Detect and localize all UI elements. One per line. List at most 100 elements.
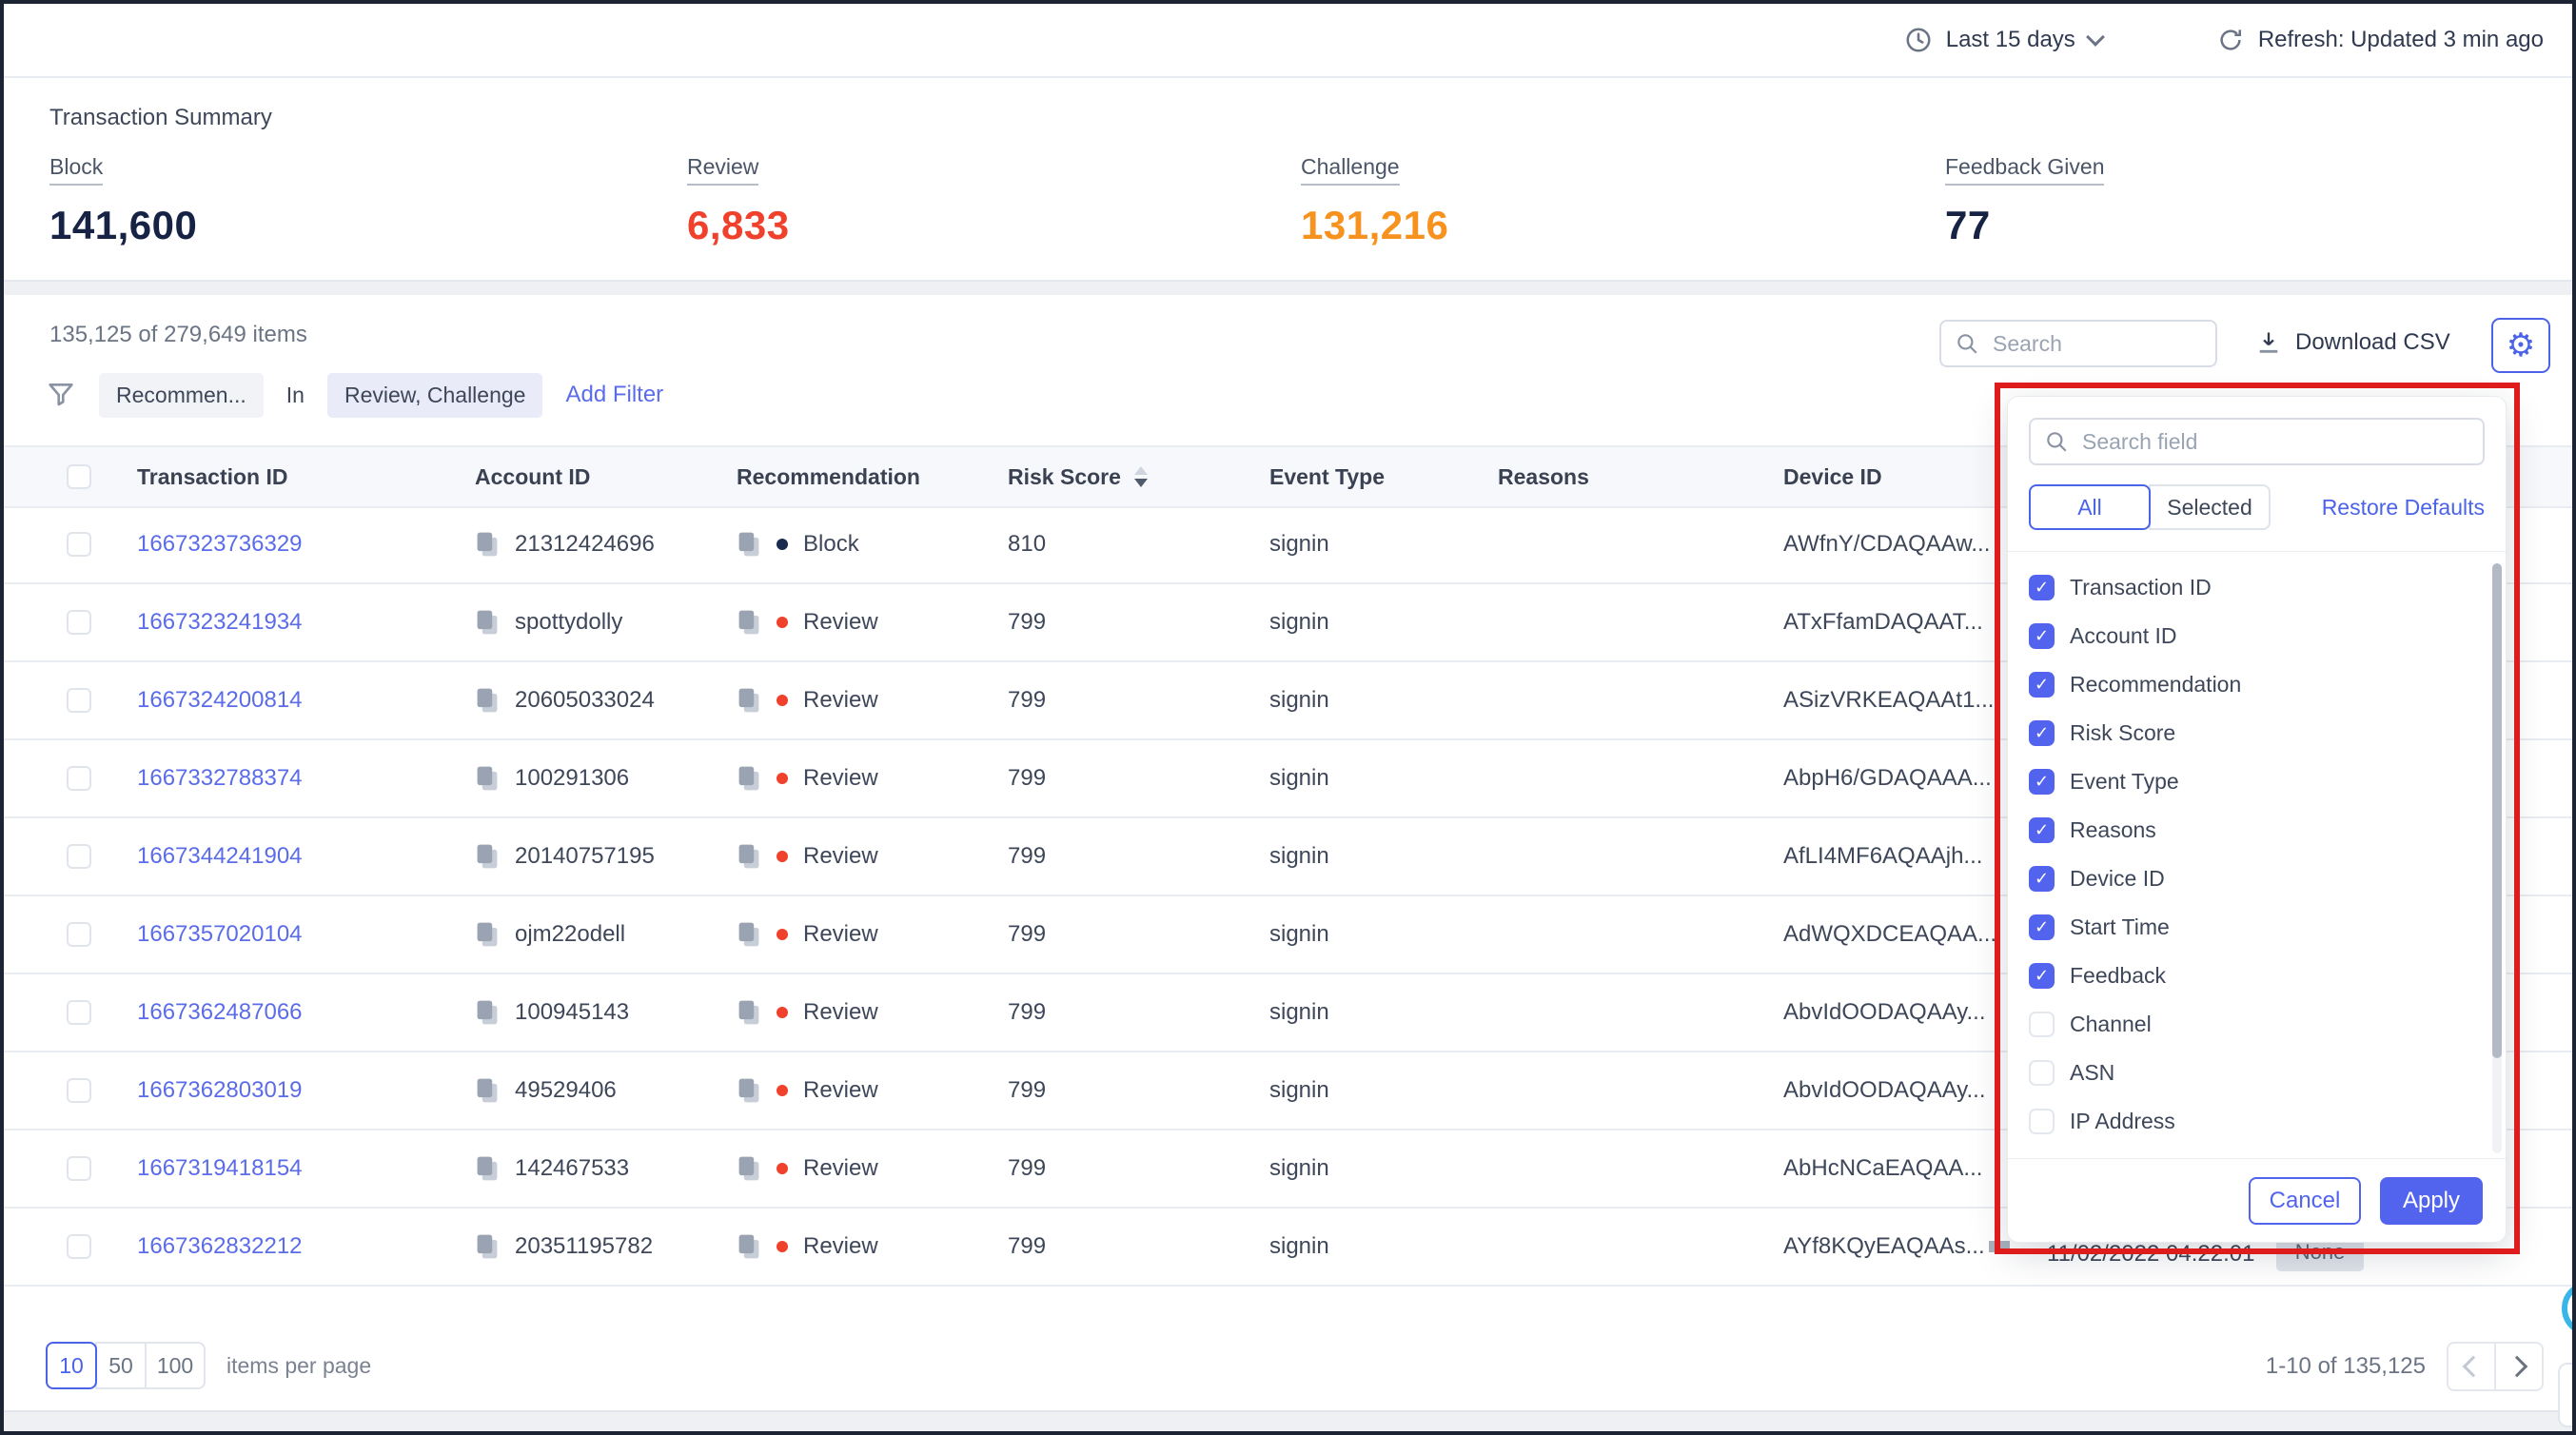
transaction-id-link[interactable]: 1667319418154 [137,1155,303,1181]
sort-asc-icon [1133,466,1148,475]
filter-values-chip[interactable]: Review, Challenge [326,372,543,418]
col-header-recommendation[interactable]: Recommendation [737,463,920,489]
row-checkbox[interactable] [67,532,91,557]
copy-icon[interactable] [737,842,761,871]
device-id: ASizVRKEAQAAt1... [1783,687,1995,713]
transaction-id-link[interactable]: 1667357020104 [137,921,303,947]
col-header-reasons[interactable]: Reasons [1498,463,1589,489]
search-input[interactable] [1991,329,2202,358]
field-checkbox[interactable] [2029,1060,2055,1086]
col-header-account-id[interactable]: Account ID [475,463,591,489]
copy-icon[interactable] [737,998,761,1027]
metric-label[interactable]: Block [49,154,104,186]
tab-all[interactable]: All [2029,484,2151,530]
field-option[interactable]: ✓ Transaction ID [2029,563,2506,612]
copy-icon[interactable] [475,608,500,637]
field-checkbox[interactable]: ✓ [2029,575,2055,600]
copy-icon[interactable] [475,998,500,1027]
transaction-id-link[interactable]: 1667324200814 [137,687,303,713]
copy-icon[interactable] [737,608,761,637]
col-header-event-type[interactable]: Event Type [1269,463,1385,489]
field-option[interactable]: ✓ Event Type [2029,757,2506,806]
field-option[interactable]: Channel [2029,1000,2506,1049]
time-range-dropdown[interactable]: Last 15 days [1904,26,2105,54]
copy-icon[interactable] [475,764,500,793]
copy-icon[interactable] [737,1154,761,1183]
field-option[interactable]: ✓ Device ID [2029,855,2506,903]
copy-icon[interactable] [475,1076,500,1105]
field-checkbox[interactable]: ✓ [2029,914,2055,940]
apply-button[interactable]: Apply [2380,1176,2483,1225]
add-filter-button[interactable]: Add Filter [565,382,664,407]
transaction-id-link[interactable]: 1667332788374 [137,765,303,791]
copy-icon[interactable] [475,686,500,715]
cancel-button[interactable]: Cancel [2249,1176,2361,1225]
column-settings-button[interactable]: ⚙ [2491,318,2550,373]
row-checkbox[interactable] [67,610,91,635]
copy-icon[interactable] [475,920,500,949]
copy-icon[interactable] [737,530,761,559]
transaction-id-link[interactable]: 1667362832212 [137,1233,303,1259]
copy-icon[interactable] [475,530,500,559]
copy-icon[interactable] [737,686,761,715]
copy-icon[interactable] [475,842,500,871]
corner-floating-box[interactable] [2558,1363,2572,1427]
transaction-id-link[interactable]: 1667362803019 [137,1077,303,1103]
refresh-button[interactable]: Refresh: Updated 3 min ago [2216,26,2544,54]
select-all-checkbox[interactable] [67,464,91,489]
field-option[interactable]: ✓ Recommendation [2029,660,2506,709]
sort-icons[interactable] [1133,466,1148,487]
col-header-risk-score[interactable]: Risk Score [1008,464,1269,490]
transaction-id-link[interactable]: 1667344241904 [137,843,303,869]
field-checkbox[interactable] [2029,1012,2055,1037]
transaction-id-link[interactable]: 1667362487066 [137,999,303,1025]
previous-page-button[interactable] [2447,1342,2496,1391]
field-option[interactable]: ✓ Reasons [2029,806,2506,855]
field-option[interactable]: IP Address [2029,1097,2506,1146]
field-checkbox[interactable]: ✓ [2029,672,2055,698]
field-checkbox[interactable]: ✓ [2029,817,2055,843]
field-checkbox[interactable]: ✓ [2029,769,2055,795]
tab-selected[interactable]: Selected [2149,484,2271,530]
copy-icon[interactable] [737,1076,761,1105]
next-page-button[interactable] [2494,1342,2544,1391]
row-checkbox[interactable] [67,1000,91,1025]
transaction-id-link[interactable]: 1667323241934 [137,609,303,635]
copy-icon[interactable] [737,764,761,793]
row-checkbox[interactable] [67,1234,91,1259]
col-header-transaction-id[interactable]: Transaction ID [137,463,288,489]
field-checkbox[interactable]: ✓ [2029,866,2055,892]
field-search-input[interactable] [2080,427,2469,456]
copy-icon[interactable] [737,1232,761,1261]
page-size-100[interactable]: 100 [145,1342,206,1389]
restore-defaults-link[interactable]: Restore Defaults [2321,494,2485,520]
transaction-id-link[interactable]: 1667323736329 [137,531,303,557]
field-checkbox[interactable]: ✓ [2029,720,2055,746]
field-option[interactable]: ✓ Risk Score [2029,709,2506,757]
row-checkbox[interactable] [67,688,91,713]
page-size-10[interactable]: 10 [46,1342,97,1389]
filter-field-chip[interactable]: Recommen... [99,372,264,418]
row-checkbox[interactable] [67,1156,91,1181]
copy-icon[interactable] [475,1154,500,1183]
col-header-device-id[interactable]: Device ID [1783,463,1882,489]
field-option[interactable]: ✓ Feedback [2029,952,2506,1000]
row-checkbox[interactable] [67,844,91,869]
page-size-50[interactable]: 50 [95,1342,147,1389]
row-checkbox[interactable] [67,922,91,947]
metric-label[interactable]: Challenge [1301,154,1400,186]
panel-scrollbar-thumb[interactable] [2492,563,2502,1058]
copy-icon[interactable] [475,1232,500,1261]
field-checkbox[interactable]: ✓ [2029,963,2055,989]
field-option[interactable]: ✓ Start Time [2029,903,2506,952]
metric-label[interactable]: Review [687,154,759,186]
field-option[interactable]: ✓ Account ID [2029,612,2506,660]
field-checkbox[interactable] [2029,1109,2055,1134]
metric-label[interactable]: Feedback Given [1945,154,2105,186]
copy-icon[interactable] [737,920,761,949]
download-csv-button[interactable]: Download CSV [2255,329,2450,356]
row-checkbox[interactable] [67,1078,91,1103]
field-option[interactable]: ASN [2029,1049,2506,1097]
row-checkbox[interactable] [67,766,91,791]
field-checkbox[interactable]: ✓ [2029,623,2055,649]
